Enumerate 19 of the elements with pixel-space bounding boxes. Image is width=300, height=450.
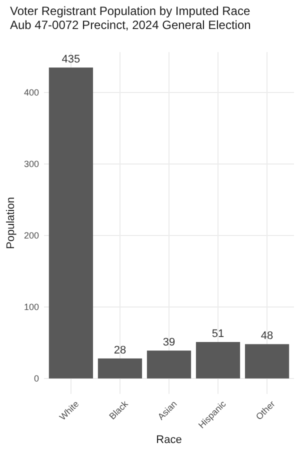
data-label: 39 xyxy=(162,336,176,349)
y-tick-label: 200 xyxy=(24,230,39,241)
data-label: 28 xyxy=(114,344,126,356)
y-tick-label: 300 xyxy=(24,159,39,170)
data-label: 51 xyxy=(212,328,224,340)
y-tick-label: 0 xyxy=(34,374,39,384)
chart-title: Voter Registrant Population by Imputed Race xyxy=(10,4,250,18)
bar xyxy=(196,342,240,378)
data-label: 48 xyxy=(260,330,274,342)
x-axis-title: Race xyxy=(156,434,182,446)
bar xyxy=(244,344,290,378)
y-axis-title: Population xyxy=(5,197,17,249)
bar xyxy=(48,68,94,378)
y-tick-label: 100 xyxy=(24,302,39,312)
chart-subtitle: Aub 47-0072 Precinct, 2024 General Election xyxy=(10,18,251,32)
y-tick-label: 400 xyxy=(24,88,39,98)
bar xyxy=(98,358,142,378)
bar xyxy=(146,350,192,378)
data-label: 435 xyxy=(62,54,80,66)
